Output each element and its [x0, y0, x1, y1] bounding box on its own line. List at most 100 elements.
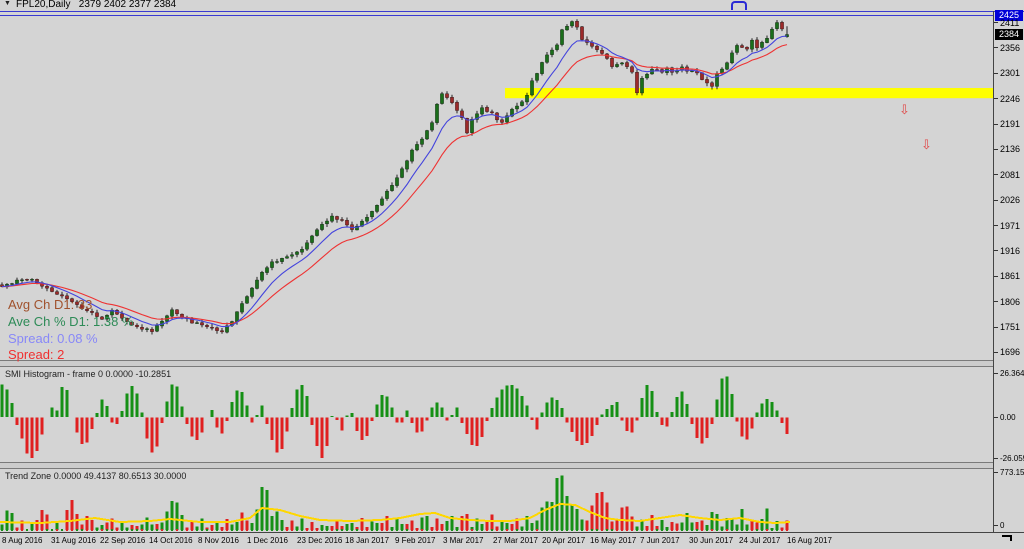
candle-body: [210, 327, 214, 329]
trend-bar: [500, 521, 504, 530]
candle-body: [770, 28, 774, 39]
smi-bar: [480, 417, 484, 437]
trend-zone-panel[interactable]: Trend Zone 0.0000 49.4137 80.6513 30.000…: [0, 469, 993, 532]
price-label: 2411: [1000, 18, 1020, 28]
trend-bar: [290, 520, 294, 530]
candle-body: [450, 97, 454, 103]
candle-body: [595, 45, 599, 50]
trend-bar: [70, 500, 74, 530]
candle-body: [65, 295, 69, 300]
trend-bar: [510, 524, 514, 530]
candle-body: [445, 93, 449, 98]
baseline-dot: [661, 529, 663, 531]
baseline-dot: [181, 529, 183, 531]
trend-bar: [385, 516, 389, 530]
smi-bar: [5, 389, 9, 417]
candle-body: [625, 62, 629, 67]
candle-body: [730, 52, 734, 64]
baseline-dot: [566, 529, 568, 531]
smi-bar: [600, 414, 604, 417]
trend-bar: [430, 527, 434, 530]
candle-body: [290, 254, 294, 257]
smi-bar: [380, 395, 384, 417]
baseline-dot: [636, 529, 638, 531]
trend-bar: [630, 516, 634, 530]
down-arrow-icon[interactable]: ⇩: [921, 137, 932, 152]
panel-separator-2[interactable]: [0, 462, 993, 469]
trend-bar: [365, 526, 369, 530]
trend-bar: [85, 516, 89, 530]
trend-bar: [545, 501, 549, 530]
trend-bar: [390, 527, 394, 530]
object-anchor-marker[interactable]: [731, 1, 747, 10]
trend-bar: [780, 527, 784, 530]
baseline-dot: [606, 529, 608, 531]
candle-body: [120, 313, 124, 319]
indicator-axis-label: 773.1532: [1000, 468, 1024, 477]
candle-body: [440, 93, 444, 104]
trend-bar: [195, 526, 199, 530]
price-label: 1751: [1000, 322, 1021, 332]
yellow-zone[interactable]: [505, 88, 993, 99]
smi-bar: [430, 407, 434, 417]
indicator-axis-label: 0.00: [1000, 413, 1016, 422]
baseline-dot: [316, 529, 318, 531]
candle-body: [125, 318, 129, 322]
trend-bar: [680, 522, 684, 530]
baseline-dot: [366, 529, 368, 531]
candle-body: [365, 217, 369, 222]
smi-bar: [695, 417, 699, 439]
trend-bar: [470, 527, 474, 530]
trend-bar: [610, 521, 614, 530]
smi-bar: [30, 417, 34, 458]
baseline-dot: [386, 529, 388, 531]
baseline-dot: [71, 529, 73, 531]
trend-bar: [450, 516, 454, 530]
candle-body: [575, 21, 579, 28]
price-tag-blue: 2425: [995, 10, 1023, 21]
smi-bar: [145, 417, 149, 439]
smi-bar: [725, 376, 729, 417]
smi-bar: [210, 410, 214, 417]
candle-body: [520, 101, 524, 106]
trend-bar: [130, 524, 134, 530]
price-tick: [994, 149, 998, 150]
baseline-dot: [41, 529, 43, 531]
baseline-dot: [306, 529, 308, 531]
down-arrow-icon[interactable]: ⇩: [899, 102, 910, 117]
trend-bar: [660, 520, 664, 530]
smi-histogram-panel[interactable]: SMI Histogram - frame 0 0.0000 -10.2851: [0, 367, 993, 462]
panel-separator-1[interactable]: [0, 360, 993, 367]
trend-bar: [280, 519, 284, 530]
trend-bar: [220, 527, 224, 530]
baseline-dot: [91, 529, 93, 531]
price-label: 2191: [1000, 119, 1021, 129]
trend-bar: [150, 524, 154, 530]
candle-body: [285, 256, 289, 259]
trend-bar: [35, 519, 39, 530]
candle-body: [540, 62, 544, 74]
baseline-dot: [626, 529, 628, 531]
candle-body: [670, 67, 674, 73]
candle-body: [430, 122, 434, 131]
trend-bar: [785, 520, 789, 531]
date-axis[interactable]: 8 Aug 2016 31 Aug 2016 22 Sep 2016 14 Oct 2…: [0, 533, 993, 549]
candle-body: [470, 119, 474, 133]
candle-body: [435, 103, 439, 123]
trend-bar: [75, 514, 79, 530]
baseline-dot: [321, 529, 323, 531]
trend-bar: [205, 527, 209, 530]
candle-body: [420, 138, 424, 145]
baseline-dot: [206, 529, 208, 531]
price-chart-panel[interactable]: Avg Ch D1: 33 Ave Ch % D1: 1.38 % Spread: …: [0, 11, 993, 362]
smi-bar: [100, 399, 104, 417]
trend-bar: [695, 522, 699, 530]
price-label: 2301: [1000, 68, 1021, 78]
indicator-axis-label: -26.0598: [1000, 454, 1024, 463]
candle-body: [385, 190, 389, 199]
price-axis[interactable]: 2425 2411 2384 2356 2301 2246 2191 2136 2081 2026…: [993, 10, 1024, 532]
candle-body: [100, 316, 104, 320]
baseline-dot: [766, 529, 768, 531]
trend-bar: [590, 505, 594, 530]
symbol-dropdown-icon[interactable]: ▼: [4, 0, 11, 7]
